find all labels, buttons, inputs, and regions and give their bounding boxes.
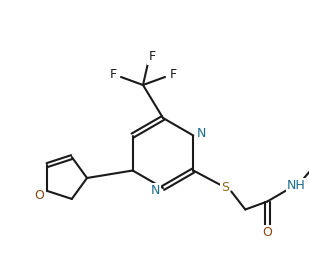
Text: N: N (197, 127, 206, 140)
Text: O: O (34, 190, 44, 202)
Text: NH: NH (287, 179, 306, 192)
Text: O: O (262, 226, 272, 239)
Text: F: F (109, 68, 116, 82)
Text: N: N (150, 183, 160, 196)
Text: F: F (169, 68, 176, 82)
Text: S: S (221, 181, 229, 194)
Text: F: F (148, 50, 155, 64)
